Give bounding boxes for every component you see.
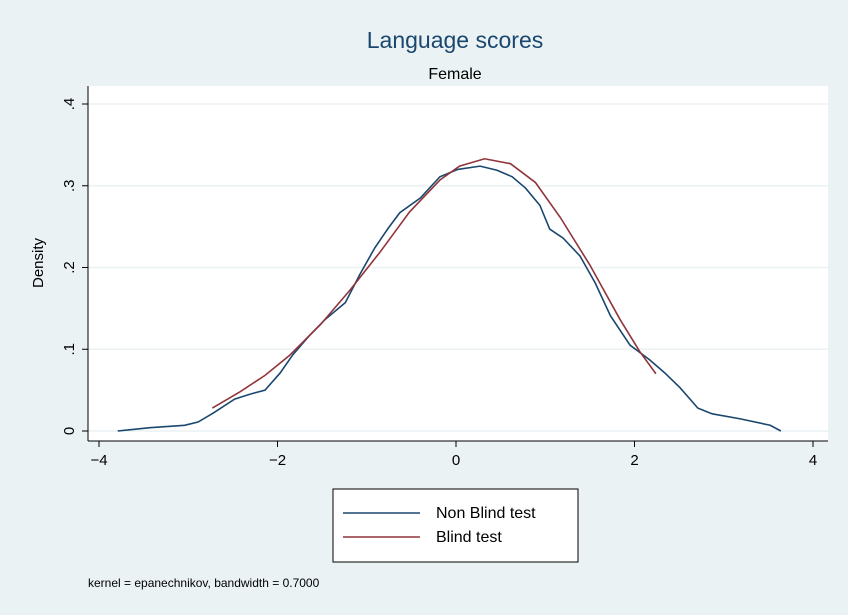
y-tick-label: .4 — [61, 98, 78, 111]
x-tick-label: 0 — [452, 452, 460, 469]
y-tick-label: .3 — [61, 179, 78, 192]
x-tick-label: 2 — [630, 452, 638, 469]
note: kernel = epanechnikov, bandwidth = 0.700… — [88, 576, 320, 590]
legend-label: Non Blind test — [436, 505, 536, 522]
plot-area — [88, 86, 828, 441]
chart-subtitle: Female — [428, 66, 481, 83]
y-tick-label: 0 — [61, 427, 78, 435]
line-series — [211, 157, 657, 409]
legend-label: Blind test — [436, 529, 502, 546]
legend — [332, 488, 579, 563]
y-tick-label: .1 — [61, 343, 78, 356]
chart-title: Language scores — [367, 27, 543, 53]
x-tick-label: −4 — [90, 452, 107, 469]
y-tick-label: .2 — [61, 261, 78, 274]
x-tick-label: 4 — [809, 452, 817, 469]
line-series — [117, 165, 782, 432]
x-tick-label: −2 — [269, 452, 286, 469]
y-axis-label: Density — [30, 237, 47, 288]
